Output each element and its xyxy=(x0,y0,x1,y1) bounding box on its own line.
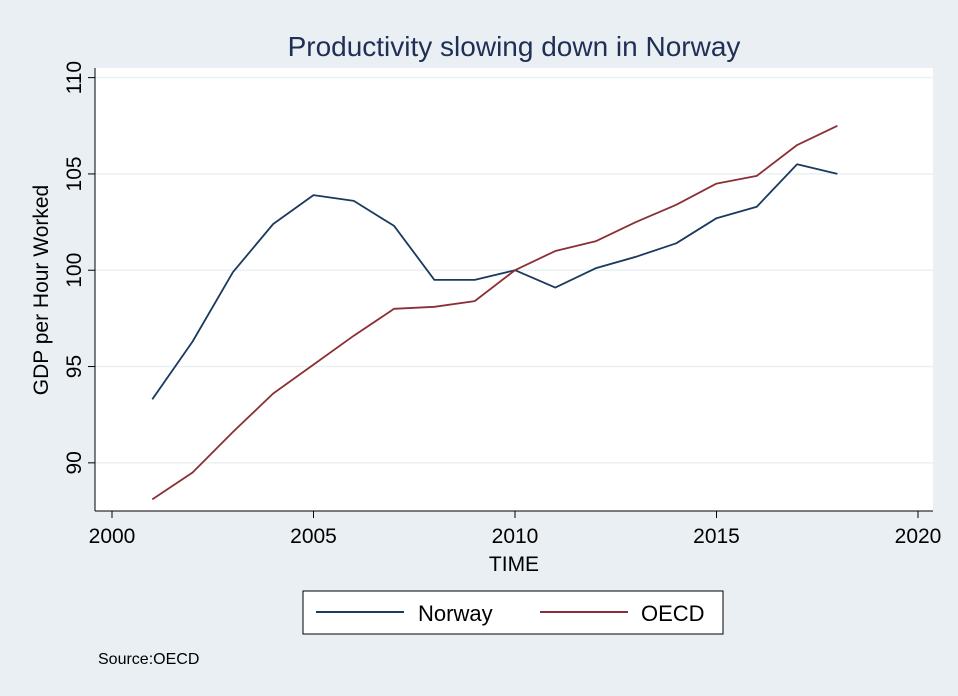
series-line-norway xyxy=(151,163,838,400)
x-tick-label-2020: 2020 xyxy=(895,525,942,548)
legend: Norway OECD xyxy=(302,590,724,635)
plot-area xyxy=(95,68,933,511)
legend-label-norway: Norway xyxy=(418,601,493,626)
y-tick-label-110: 110 xyxy=(63,61,86,94)
x-tick-label-2015: 2015 xyxy=(693,525,740,548)
y-tick-label-105: 105 xyxy=(63,156,86,191)
x-tick-label-2005: 2005 xyxy=(290,525,337,548)
x-axis-title: TIME xyxy=(489,553,539,576)
y-axis-title: GDP per Hour Worked xyxy=(30,185,53,395)
series-line-oecd xyxy=(151,124,838,501)
axes: 90 95 100 105 110 2000 2005 2010 2015 2020 xyxy=(63,61,941,548)
y-tick-label-100: 100 xyxy=(63,253,86,288)
chart-title: Productivity slowing down in Norway xyxy=(288,31,741,62)
y-tick-label-95: 95 xyxy=(63,355,86,378)
y-tick-label-90: 90 xyxy=(63,451,86,474)
legend-label-oecd: OECD xyxy=(641,601,705,626)
source-note: Source:OECD xyxy=(98,651,199,668)
x-tick-label-2010: 2010 xyxy=(492,525,539,548)
series-lines xyxy=(151,124,838,501)
x-tick-label-2000: 2000 xyxy=(89,525,136,548)
